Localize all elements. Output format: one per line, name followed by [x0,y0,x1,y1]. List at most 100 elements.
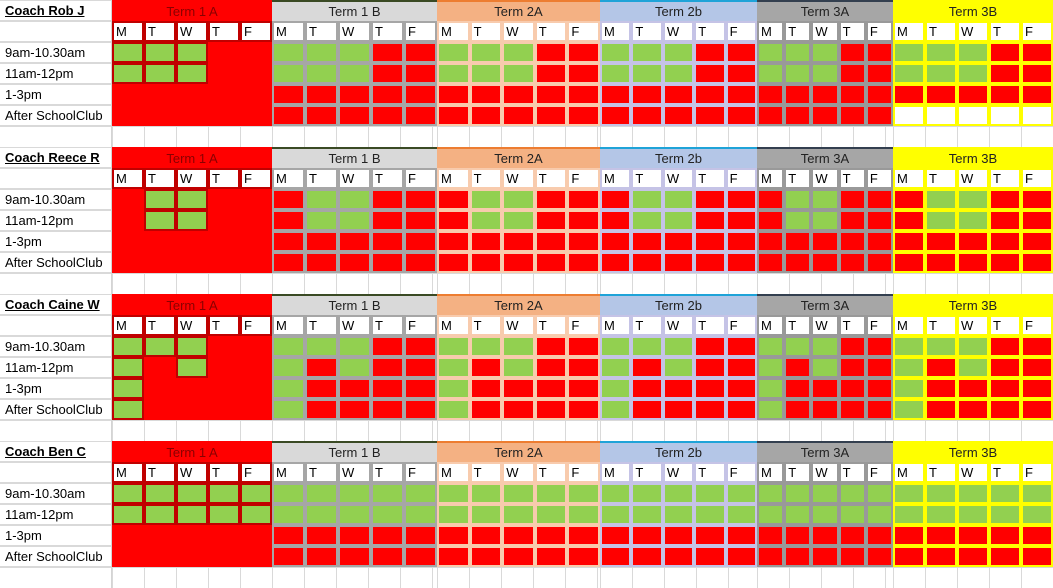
schedule-cell[interactable] [811,378,839,399]
schedule-cell[interactable] [437,42,470,63]
schedule-cell[interactable] [865,504,894,525]
schedule-cell[interactable] [784,357,812,378]
schedule-cell[interactable] [144,357,176,378]
schedule-cell[interactable] [305,357,338,378]
schedule-cell[interactable] [272,84,305,105]
schedule-cell[interactable] [240,84,272,105]
schedule-cell[interactable] [272,504,305,525]
schedule-cell[interactable] [469,63,503,84]
schedule-cell[interactable] [757,336,785,357]
schedule-cell[interactable] [567,546,600,567]
schedule-cell[interactable] [925,378,957,399]
schedule-cell[interactable] [437,336,470,357]
schedule-cell[interactable] [305,189,338,210]
schedule-cell[interactable] [144,42,176,63]
schedule-cell[interactable] [925,399,957,420]
schedule-cell[interactable] [989,357,1021,378]
schedule-cell[interactable] [631,42,663,63]
schedule-cell[interactable] [272,336,305,357]
schedule-cell[interactable] [534,399,568,420]
schedule-cell[interactable] [534,42,568,63]
schedule-cell[interactable] [502,42,535,63]
schedule-cell[interactable] [534,483,568,504]
schedule-cell[interactable] [437,378,470,399]
schedule-cell[interactable] [784,546,812,567]
schedule-cell[interactable] [694,105,726,126]
schedule-cell[interactable] [112,504,144,525]
schedule-cell[interactable] [502,336,535,357]
schedule-cell[interactable] [305,504,338,525]
schedule-cell[interactable] [893,252,925,273]
schedule-cell[interactable] [957,231,989,252]
schedule-cell[interactable] [437,525,470,546]
schedule-cell[interactable] [784,336,812,357]
schedule-cell[interactable] [469,399,503,420]
schedule-cell[interactable] [893,399,925,420]
schedule-cell[interactable] [784,252,812,273]
schedule-cell[interactable] [662,546,695,567]
schedule-cell[interactable] [567,189,600,210]
schedule-cell[interactable] [567,336,600,357]
schedule-cell[interactable] [176,84,208,105]
schedule-cell[interactable] [725,546,758,567]
schedule-cell[interactable] [272,357,305,378]
schedule-cell[interactable] [502,84,535,105]
schedule-cell[interactable] [567,252,600,273]
schedule-cell[interactable] [989,525,1021,546]
schedule-cell[interactable] [371,378,404,399]
schedule-cell[interactable] [694,42,726,63]
schedule-cell[interactable] [272,252,305,273]
schedule-cell[interactable] [469,546,503,567]
schedule-cell[interactable] [838,189,866,210]
schedule-cell[interactable] [989,399,1021,420]
schedule-cell[interactable] [371,504,404,525]
schedule-cell[interactable] [893,105,925,126]
schedule-cell[interactable] [600,42,632,63]
schedule-cell[interactable] [338,357,371,378]
schedule-cell[interactable] [567,357,600,378]
schedule-cell[interactable] [865,42,894,63]
schedule-cell[interactable] [725,504,758,525]
schedule-cell[interactable] [112,336,144,357]
schedule-cell[interactable] [811,483,839,504]
schedule-cell[interactable] [957,336,989,357]
schedule-cell[interactable] [893,546,925,567]
schedule-cell[interactable] [176,210,208,231]
schedule-cell[interactable] [600,399,632,420]
schedule-cell[interactable] [1021,84,1053,105]
schedule-cell[interactable] [437,105,470,126]
schedule-cell[interactable] [893,378,925,399]
schedule-cell[interactable] [371,336,404,357]
schedule-cell[interactable] [240,189,272,210]
schedule-cell[interactable] [567,63,600,84]
schedule-cell[interactable] [865,336,894,357]
schedule-cell[interactable] [502,525,535,546]
schedule-cell[interactable] [631,210,663,231]
schedule-cell[interactable] [371,42,404,63]
schedule-cell[interactable] [757,189,785,210]
schedule-cell[interactable] [371,231,404,252]
schedule-cell[interactable] [725,399,758,420]
schedule-cell[interactable] [925,546,957,567]
schedule-cell[interactable] [600,483,632,504]
schedule-cell[interactable] [865,525,894,546]
schedule-cell[interactable] [600,189,632,210]
schedule-cell[interactable] [725,336,758,357]
schedule-cell[interactable] [404,378,437,399]
schedule-cell[interactable] [662,483,695,504]
schedule-cell[interactable] [305,231,338,252]
schedule-cell[interactable] [144,504,176,525]
schedule-cell[interactable] [1021,336,1053,357]
schedule-cell[interactable] [1021,504,1053,525]
schedule-cell[interactable] [957,42,989,63]
schedule-cell[interactable] [989,42,1021,63]
schedule-cell[interactable] [757,84,785,105]
schedule-cell[interactable] [725,105,758,126]
schedule-cell[interactable] [208,546,240,567]
schedule-cell[interactable] [112,399,144,420]
schedule-cell[interactable] [662,336,695,357]
schedule-cell[interactable] [925,483,957,504]
schedule-cell[interactable] [338,546,371,567]
schedule-cell[interactable] [838,252,866,273]
schedule-cell[interactable] [1021,210,1053,231]
